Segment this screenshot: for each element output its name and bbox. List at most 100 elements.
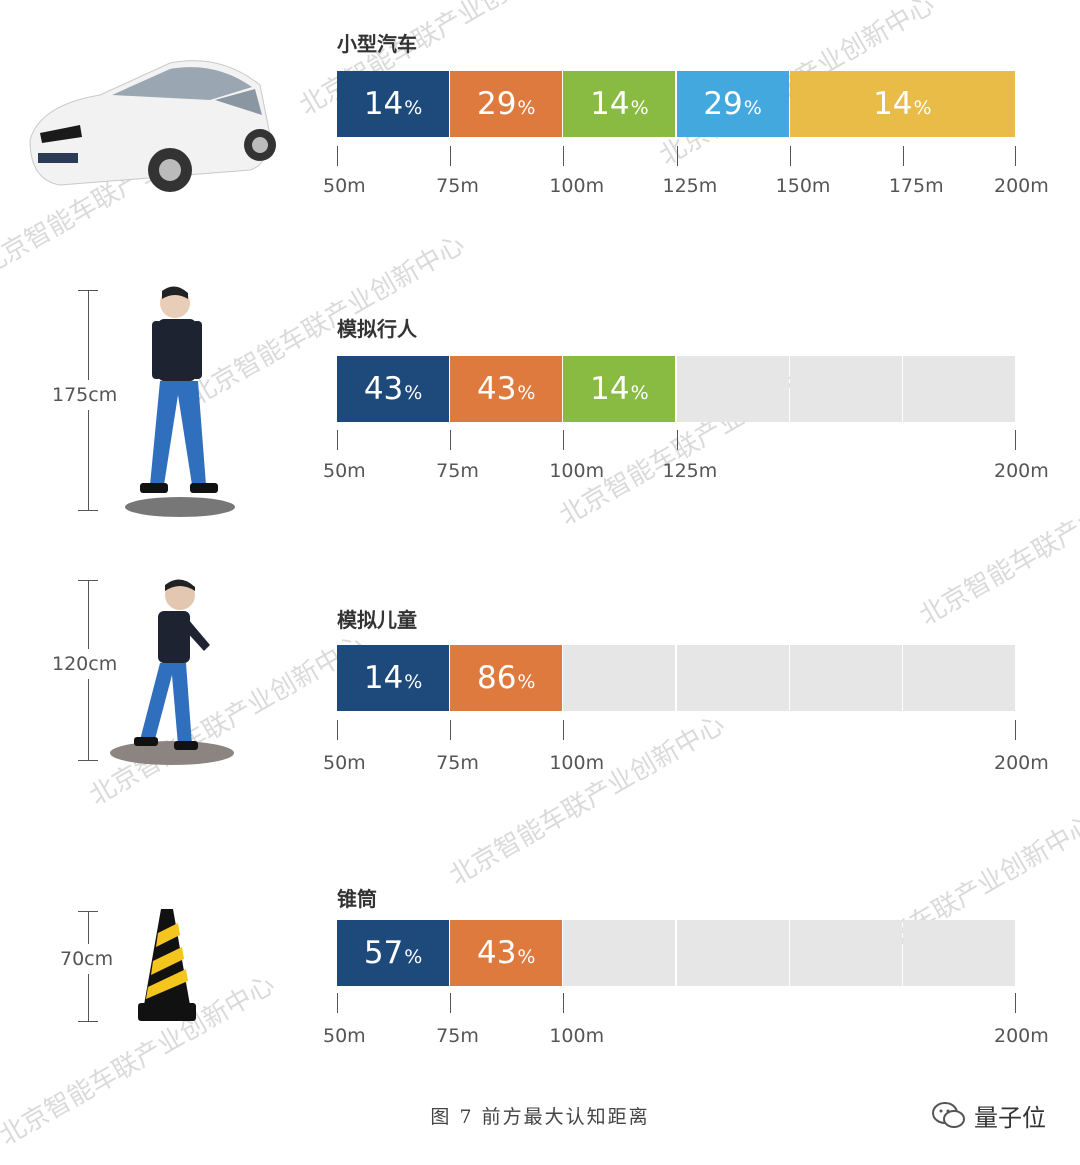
percent-sign: % [517, 946, 536, 968]
axis-tick-label: 50m [323, 175, 366, 197]
bar-segment: 86% [450, 645, 563, 711]
axis-tick [902, 146, 904, 166]
segment-value-label: 14 [363, 660, 404, 696]
bar-segment: 14% [337, 71, 450, 137]
segment-value-label: 57 [363, 935, 404, 971]
segment-value-label: 29 [703, 86, 743, 122]
bar-segment: 43% [337, 356, 450, 422]
axis-tick [450, 720, 452, 740]
axis-tick [1015, 146, 1016, 166]
empty-cell [902, 645, 1015, 711]
axis-tick-label: 125m [662, 460, 718, 482]
empty-cell [789, 356, 902, 422]
empty-cell [902, 920, 1015, 986]
axis-tick-label: 50m [323, 1025, 366, 1047]
bar-segment: 14% [563, 71, 676, 137]
axis-tick-label: 75m [436, 460, 479, 482]
bar-track: 14% 29% 14% 29% 14% [337, 71, 1016, 137]
bar-segment: 29% [450, 71, 563, 137]
bar-segment: 43% [450, 920, 563, 986]
bar-track: 14% 86% [337, 645, 1016, 711]
empty-cell [563, 920, 676, 986]
height-marker-cap [78, 580, 98, 581]
axis-tick [563, 720, 565, 740]
axis-tick [450, 993, 452, 1013]
axis-tick-label: 100m [549, 460, 605, 482]
segment-value-label: 14 [590, 86, 630, 122]
segment-value-label: 14 [590, 371, 630, 407]
empty-cell [902, 356, 1015, 422]
axis-tick [1015, 430, 1016, 450]
axis-tick-label: 200m [994, 752, 1049, 774]
segment-value-label: 86 [476, 660, 517, 696]
segment-value-label: 43 [476, 935, 517, 971]
brand: 量子位 [932, 1098, 1046, 1133]
bar-segment: 29% [676, 71, 789, 137]
empty-cell [789, 645, 902, 711]
axis-tick-label: 200m [994, 175, 1049, 197]
percent-sign: % [517, 97, 536, 119]
axis-tick [337, 993, 338, 1013]
axis-tick [676, 146, 678, 166]
car-icon [29, 60, 276, 192]
segment-value-label: 14 [873, 86, 913, 122]
figure-caption: 图 7 前方最大认知距离 [430, 1106, 650, 1128]
axis-tick-label: 125m [662, 175, 718, 197]
empty-cell [563, 645, 676, 711]
percent-sign: % [404, 946, 423, 968]
height-marker-cap [78, 290, 98, 291]
bar-segment: 57% [337, 920, 450, 986]
percent-sign: % [404, 382, 423, 404]
axis-tick [337, 430, 338, 450]
axis-tick [450, 146, 452, 166]
empty-cell [676, 920, 789, 986]
height-marker-cap [78, 510, 98, 511]
axis-tick-label: 75m [436, 1025, 479, 1047]
segment-value-label: 14 [363, 86, 404, 122]
axis-tick-label: 75m [436, 752, 479, 774]
segment-value-label: 29 [476, 86, 517, 122]
axis-tick-label: 50m [323, 460, 366, 482]
bar-segment: 14% [789, 71, 1015, 137]
percent-sign: % [517, 382, 536, 404]
axis-tick [450, 430, 452, 450]
height-marker-cap [78, 1021, 98, 1022]
bar-segment: 14% [337, 645, 450, 711]
percent-sign: % [743, 97, 762, 119]
watermark: 北京智能车联产业创新中心 [444, 709, 730, 892]
height-label: 70cm [60, 944, 114, 974]
percent-sign: % [913, 97, 932, 119]
segment-value-label: 43 [363, 371, 404, 407]
axis-tick [563, 430, 565, 450]
percent-sign: % [630, 97, 649, 119]
axis-tick-label: 100m [549, 175, 605, 197]
bar-track: 43% 43% 14% [337, 356, 1016, 422]
height-marker-cap [78, 760, 98, 761]
chart-title: 模拟儿童 [337, 608, 417, 632]
percent-sign: % [404, 671, 423, 693]
axis-tick-label: 75m [436, 175, 479, 197]
axis-tick-label: 150m [775, 175, 831, 197]
chart-title: 小型汽车 [337, 32, 417, 56]
chart-title: 模拟行人 [337, 317, 417, 341]
axis-tick [337, 146, 338, 166]
bar-track: 57% 43% [337, 920, 1016, 986]
pedestrian-dummy-icon [125, 286, 235, 517]
axis-tick-label: 100m [549, 752, 605, 774]
percent-sign: % [404, 97, 423, 119]
percent-sign: % [517, 671, 536, 693]
height-label: 175cm [52, 380, 118, 410]
empty-cell [676, 356, 789, 422]
axis-tick [563, 993, 565, 1013]
axis-tick [337, 720, 338, 740]
brand-name: 量子位 [974, 1104, 1046, 1132]
bar-segment: 14% [563, 356, 676, 422]
axis-tick-label: 175m [888, 175, 944, 197]
bar-segment: 43% [450, 356, 563, 422]
chart-title: 锥筒 [337, 887, 377, 911]
axis-tick-label: 200m [994, 1025, 1049, 1047]
empty-cell [676, 645, 789, 711]
height-marker-cap [78, 911, 98, 912]
wechat-icon [932, 1101, 965, 1128]
traffic-cone-icon [138, 909, 196, 1021]
